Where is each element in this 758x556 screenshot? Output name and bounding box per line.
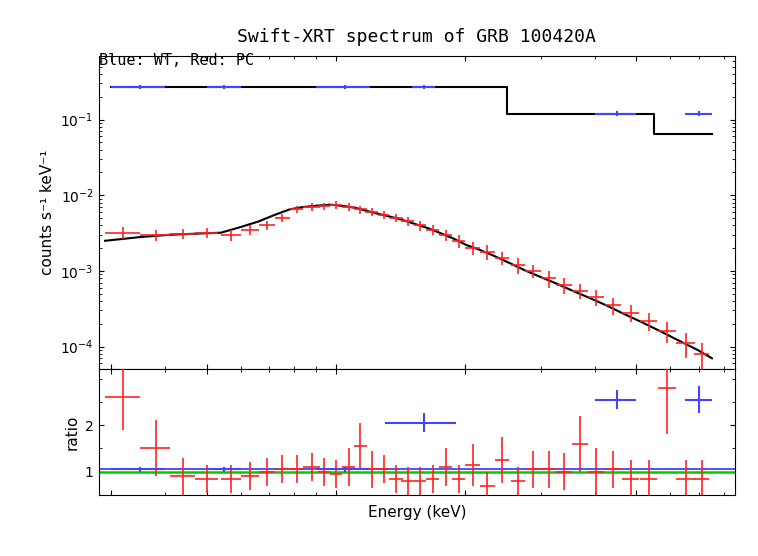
- Text: Blue: WT, Red: PC: Blue: WT, Red: PC: [99, 53, 254, 68]
- Text: Swift-XRT spectrum of GRB 100420A: Swift-XRT spectrum of GRB 100420A: [237, 28, 597, 46]
- X-axis label: Energy (keV): Energy (keV): [368, 505, 466, 520]
- Y-axis label: counts s⁻¹ keV⁻¹: counts s⁻¹ keV⁻¹: [39, 150, 55, 275]
- Y-axis label: ratio: ratio: [64, 414, 80, 450]
